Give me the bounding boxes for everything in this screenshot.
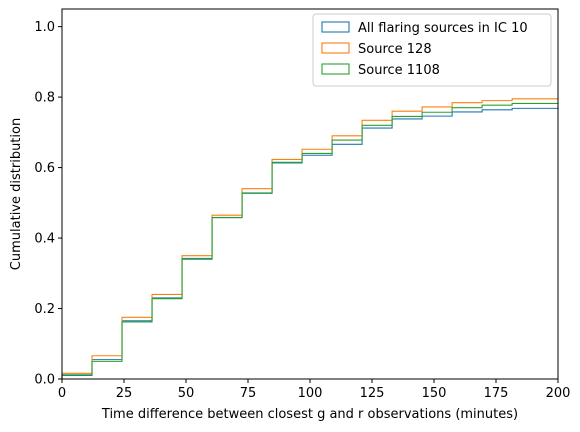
legend: All flaring sources in IC 10 Source 128 So… <box>312 13 552 87</box>
x-tick-label: 100 <box>298 386 323 401</box>
x-tick-label: 50 <box>178 386 195 401</box>
y-tick-label: 1.0 <box>34 20 55 35</box>
legend-swatch <box>321 21 350 33</box>
x-tick-label: 200 <box>546 386 571 401</box>
y-tick-label: 0.0 <box>34 373 55 388</box>
series-line-2 <box>61 102 559 379</box>
legend-label: Source 128 <box>358 42 432 57</box>
x-tick-label: 125 <box>360 386 385 401</box>
legend-swatch <box>321 63 350 75</box>
legend-box <box>312 13 552 87</box>
x-tick-label: 0 <box>58 386 66 401</box>
legend-label: Source 1108 <box>358 63 440 78</box>
x-tick-label: 150 <box>422 386 447 401</box>
y-tick-label: 0.8 <box>34 91 55 106</box>
x-tick-label: 25 <box>116 386 133 401</box>
legend-swatch <box>321 42 350 54</box>
legend-label: All flaring sources in IC 10 <box>358 21 528 36</box>
y-tick-label: 0.4 <box>34 232 55 247</box>
series-layer <box>61 98 559 379</box>
y-axis: 0.0 0.2 0.4 0.6 0.8 1.0 <box>34 20 62 388</box>
y-axis-label: Cumulative distribution <box>9 118 24 270</box>
x-axis: 0 25 50 75 100 125 150 175 200 <box>58 379 571 401</box>
x-axis-label: Time difference between closest g and r … <box>101 407 518 422</box>
y-tick-label: 0.6 <box>34 161 55 176</box>
x-tick-label: 175 <box>484 386 509 401</box>
y-tick-label: 0.2 <box>34 302 55 317</box>
x-tick-label: 75 <box>240 386 257 401</box>
